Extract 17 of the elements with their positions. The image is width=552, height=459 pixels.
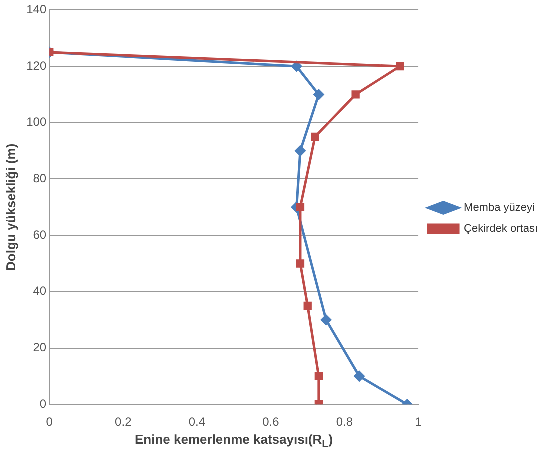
y-tick-label: 60 [33, 228, 47, 242]
y-tick-label: 80 [33, 172, 47, 186]
legend-label: Çekirdek ortası [464, 223, 538, 236]
legend-label: Memba yüzeyi [464, 202, 535, 214]
y-tick-label: 40 [33, 284, 47, 298]
y-tick-label: 120 [26, 58, 47, 73]
x-tick-label: 0.8 [336, 415, 354, 430]
x-tick-label: 0.4 [188, 415, 206, 430]
y-tick-label: 100 [26, 115, 47, 130]
y-tick-label: 0 [40, 396, 47, 411]
x-tick-label: 1 [415, 415, 422, 430]
x-tick-label: 0.2 [115, 415, 132, 430]
x-axis-title: Enine kemerlenme katsayısı(R$_{L}$) [135, 432, 334, 451]
x-tick-label: 0.6 [262, 415, 280, 430]
y-axis-title: Dolgu yüksekliği (m) [3, 144, 18, 271]
y-tick-label: 140 [26, 2, 47, 17]
y-tick-label: 20 [33, 340, 47, 355]
